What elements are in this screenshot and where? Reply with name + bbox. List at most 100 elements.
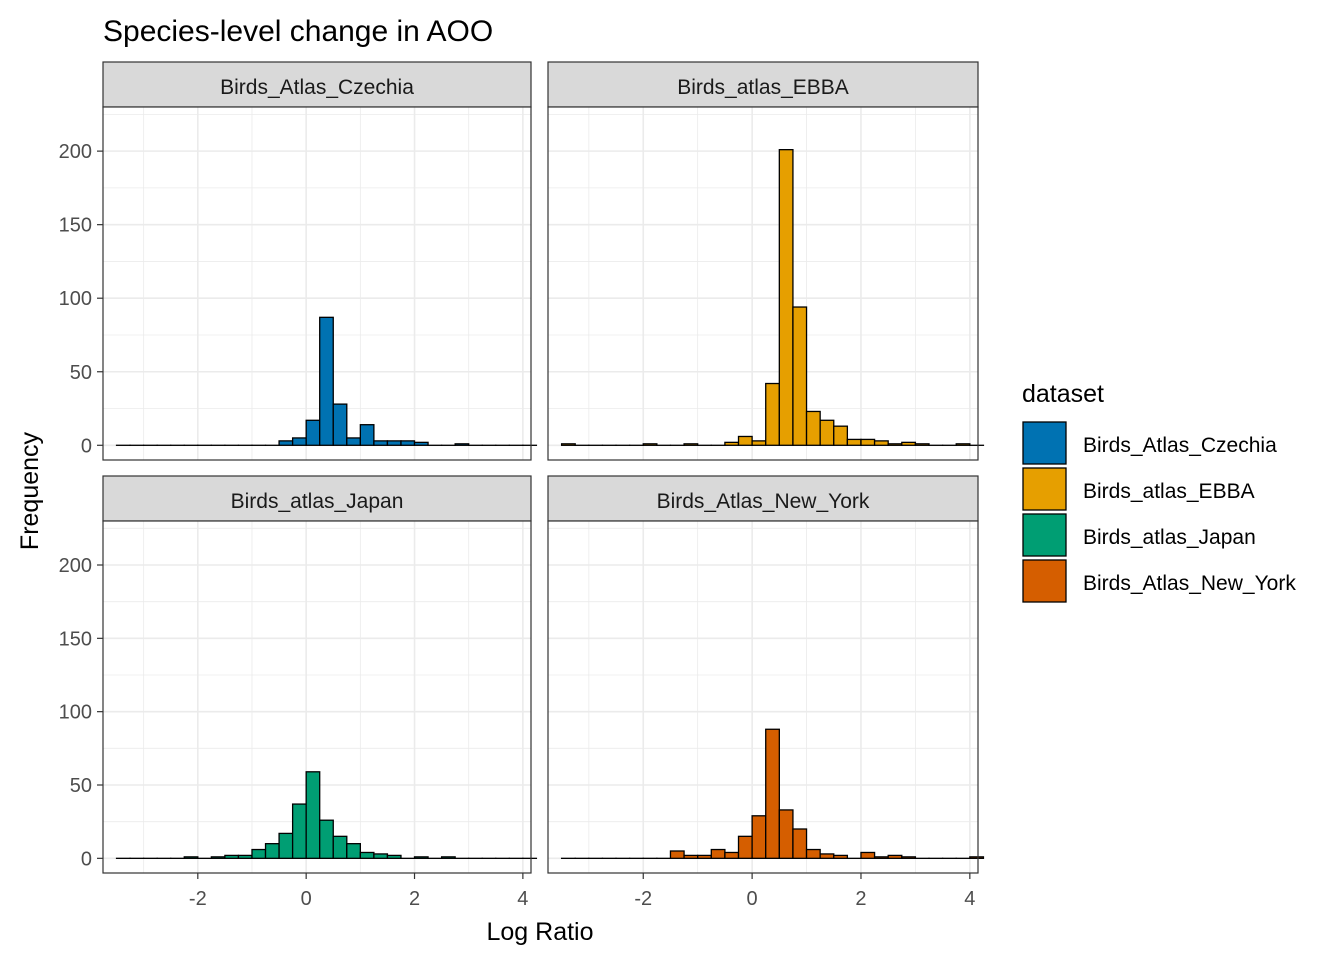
y-tick-label: 100 <box>59 702 92 724</box>
histogram-bar <box>833 854 849 859</box>
histogram-bar <box>778 809 794 859</box>
histogram-bar <box>751 440 767 446</box>
x-tick-label: 2 <box>409 888 420 910</box>
histogram-bar <box>642 443 658 446</box>
histogram-bar <box>765 382 780 446</box>
legend-swatch <box>1022 559 1067 603</box>
x-tick-label: 0 <box>301 888 312 910</box>
histogram-bar <box>887 854 903 859</box>
histogram-bars <box>560 728 985 859</box>
chart-title: Species-level change in AOO <box>103 15 493 48</box>
y-tick-label: 0 <box>81 848 92 870</box>
histogram-bar <box>860 851 876 859</box>
histogram-bar <box>751 815 767 859</box>
histogram-bar <box>359 424 375 446</box>
histogram-bar <box>400 440 416 446</box>
y-tick-label: 150 <box>59 215 92 237</box>
x-axis-label: Log Ratio <box>486 918 593 946</box>
histogram-bar <box>251 848 267 859</box>
histogram-bar <box>669 850 685 859</box>
histogram-bar <box>969 856 985 859</box>
histogram-bar <box>346 843 361 859</box>
histogram-bars <box>115 771 538 859</box>
x-tick-label: 4 <box>517 888 528 910</box>
histogram-bar <box>901 856 917 859</box>
x-tick-label: 4 <box>964 888 975 910</box>
facet-strip-label: Birds_atlas_Japan <box>231 490 404 513</box>
histogram-bar <box>440 856 456 859</box>
histogram-bar <box>560 443 576 446</box>
legend-swatch <box>1022 513 1067 557</box>
histogram-bar <box>373 853 389 859</box>
histogram-bar <box>819 853 835 859</box>
histogram-bar <box>805 410 821 446</box>
panel-background <box>103 107 531 460</box>
histogram-bar <box>291 803 307 859</box>
y-tick-label: 200 <box>59 555 92 577</box>
facet-strip <box>102 61 532 108</box>
histogram-bar <box>332 403 348 446</box>
y-tick-label: 100 <box>59 288 92 310</box>
y-tick-label: 50 <box>70 775 92 797</box>
histogram-bar <box>319 316 334 446</box>
histogram-bar <box>278 440 294 446</box>
histogram-bar <box>210 856 226 859</box>
y-tick-label: 0 <box>81 435 92 457</box>
histogram-bar <box>710 848 726 859</box>
y-axis-label: Frequency <box>16 431 44 550</box>
facet-panel: Birds_atlas_Japan <box>102 475 538 874</box>
y-tick-label: 200 <box>59 141 92 163</box>
legend-title: dataset <box>1022 380 1104 408</box>
panel-background <box>548 521 978 873</box>
histogram-bar <box>697 854 712 859</box>
histogram-bar <box>413 441 429 446</box>
panel-border <box>547 520 979 874</box>
legend-swatch <box>1022 467 1067 511</box>
histogram-bar <box>873 856 889 859</box>
histogram-bar <box>278 832 294 859</box>
legend-entry-label: Birds_Atlas_New_York <box>1083 572 1296 595</box>
facet-strip-label: Birds_Atlas_Czechia <box>220 76 414 99</box>
histogram-bar <box>792 306 808 446</box>
facet-strip-label: Birds_Atlas_New_York <box>657 490 870 513</box>
facet-strip-label: Birds_atlas_EBBA <box>677 76 849 99</box>
histogram-bar <box>386 440 402 446</box>
x-tick-label: -2 <box>634 888 652 910</box>
legend-entry-label: Birds_atlas_Japan <box>1083 526 1256 549</box>
histogram-bar <box>264 843 280 859</box>
histogram-bars <box>115 316 538 446</box>
histogram-bar <box>873 440 889 446</box>
histogram-bar <box>805 848 821 859</box>
histogram-bar <box>305 419 321 446</box>
panel-border <box>547 106 979 461</box>
histogram-bar <box>778 149 794 446</box>
x-tick-label: -2 <box>189 888 207 910</box>
axes: 0 50 100 150 200 0 50 100 150 200 -2 0 2 4 -2 0 2 4 <box>59 141 976 910</box>
facet-strip <box>547 61 979 108</box>
facet-panels: Birds_Atlas_Czechia Birds_atlas_EBBA Birds… <box>102 61 985 874</box>
legend-entry-label: Birds_atlas_EBBA <box>1083 480 1255 503</box>
y-tick-label: 50 <box>70 362 92 384</box>
histogram-bar <box>765 728 780 859</box>
histogram-bar <box>332 835 348 859</box>
histogram-bar <box>305 771 321 859</box>
panel-border <box>102 520 532 874</box>
histogram-bar <box>454 443 470 446</box>
histogram-bar <box>819 419 835 446</box>
panel-background <box>548 107 978 460</box>
histogram-bar <box>901 441 917 446</box>
panel-border <box>102 106 532 461</box>
histogram-bar <box>833 425 849 446</box>
histogram-bar <box>887 443 903 446</box>
x-tick-label: 0 <box>747 888 758 910</box>
histogram-bar <box>291 437 307 446</box>
x-tick-label: 2 <box>855 888 866 910</box>
legend: dataset Birds_Atlas_Czechia Birds_atlas_EB… <box>1022 380 1296 603</box>
histogram-bar <box>737 835 753 859</box>
histogram-bar <box>373 440 389 446</box>
histogram-bar <box>183 856 199 859</box>
histogram-bar <box>724 851 740 859</box>
histogram-bar <box>413 856 429 859</box>
histogram-bar <box>792 828 808 859</box>
